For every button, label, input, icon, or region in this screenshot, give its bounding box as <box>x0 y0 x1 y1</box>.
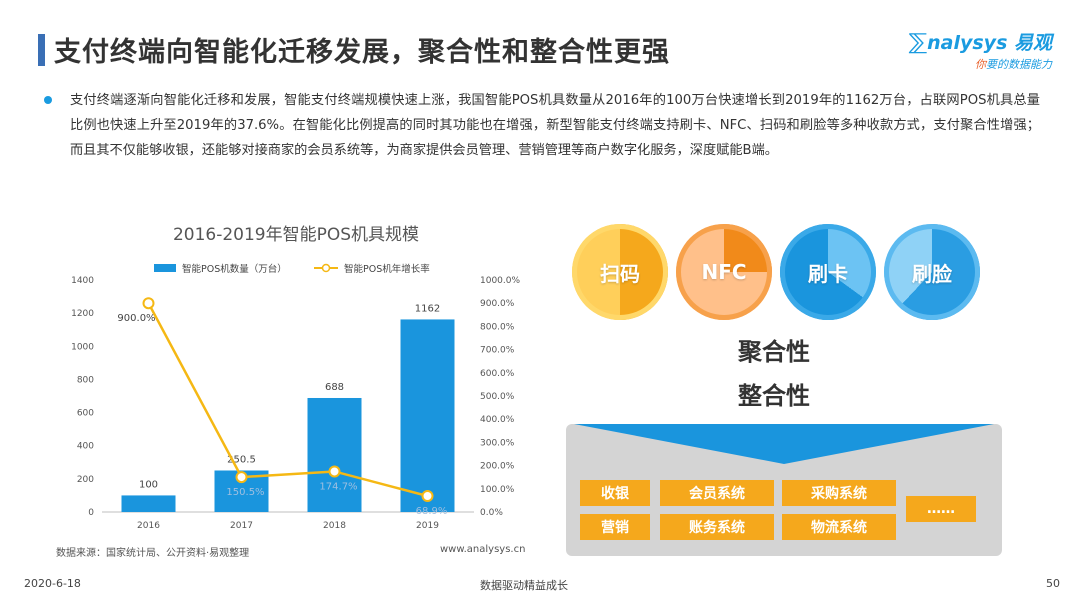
y-left-tick-label: 600 <box>77 409 94 419</box>
method-nfc-circle: NFC <box>676 224 772 320</box>
aggregation-label: 聚合性 <box>738 338 810 366</box>
growth-rate-label: 900.0% <box>117 313 155 324</box>
x-tick-label: 2019 <box>416 521 439 531</box>
y-right-tick-label: 1000.0% <box>480 276 520 286</box>
bar-value-label: 250.5 <box>227 454 256 465</box>
bar <box>400 319 455 512</box>
service-more: …… <box>906 496 976 522</box>
method-card-circle: 刷卡 <box>780 224 876 320</box>
pos-chart: 0 200 400 600 800 1000 1200 1400 0.0% 100.0% 200.0… <box>71 263 520 531</box>
y-right-tick-label: 600.0% <box>480 369 515 379</box>
legend-bar-label: 智能POS机数量（万台） <box>182 263 287 275</box>
bar-value-label: 100 <box>139 479 158 490</box>
y-left-tick-label: 0 <box>88 508 94 518</box>
y-right-tick-label: 700.0% <box>480 346 515 356</box>
service-marketing: 营销 <box>580 514 650 540</box>
y-left-tick-label: 200 <box>77 475 94 485</box>
method-nfc-label: NFC <box>701 260 747 284</box>
logo-sub-a: 你 <box>975 58 986 71</box>
chart-site: www.analysys.cn <box>440 544 526 555</box>
chart-source: 数据来源：国家统计局、公开资料·易观整理 <box>56 548 250 559</box>
footer-date: 2020-6-18 <box>24 577 81 590</box>
chart-title: 2016-2019年智能POS机具规模 <box>172 225 420 245</box>
service-purchase-system: 采购系统 <box>782 480 896 506</box>
body-paragraph: 支付终端逐渐向智能化迁移和发展，智能支付终端规模快速上涨，我国智能POS机具数量… <box>70 93 1040 158</box>
x-tick-label: 2017 <box>230 521 253 531</box>
y-left-tick-label: 1200 <box>71 309 94 319</box>
growth-rate-label: 150.5% <box>226 487 264 498</box>
method-face-label: 刷脸 <box>912 261 952 286</box>
logo-sub-b: 要的数据能力 <box>986 58 1052 71</box>
y-left-tick-label: 1000 <box>71 342 94 352</box>
method-scan-circle: 扫码 <box>572 224 668 320</box>
method-card-label: 刷卡 <box>808 261 848 286</box>
y-right-tick-label: 0.0% <box>480 508 503 518</box>
growth-rate-point <box>328 465 341 478</box>
bar <box>121 495 176 512</box>
growth-rate-point <box>421 490 434 503</box>
page-number: 50 <box>1046 577 1060 590</box>
legend-bar-swatch <box>154 264 176 272</box>
footer-slogan: 数据驱动精益成长 <box>480 579 568 592</box>
logo-main-text: nalysys 易观 <box>927 32 1052 54</box>
growth-rate-line <box>147 302 428 498</box>
service-member-system: 会员系统 <box>660 480 774 506</box>
legend-line-marker <box>321 263 331 273</box>
legend-line-label: 智能POS机年增长率 <box>344 263 430 275</box>
service-accounting-system: 账务系统 <box>660 514 774 540</box>
bullet-icon <box>44 96 52 104</box>
x-tick-label: 2016 <box>137 521 160 531</box>
y-left-tick-label: 1400 <box>71 276 94 286</box>
method-face-circle: 刷脸 <box>884 224 980 320</box>
growth-rate-label: 174.7% <box>319 481 357 492</box>
y-right-tick-label: 200.0% <box>480 462 515 472</box>
bar-value-label: 688 <box>325 382 344 393</box>
y-right-tick-label: 500.0% <box>480 392 515 402</box>
y-left-tick-label: 400 <box>77 442 94 452</box>
y-right-tick-label: 800.0% <box>480 322 515 332</box>
growth-rate-point <box>142 297 155 310</box>
y-right-tick-label: 900.0% <box>480 299 515 309</box>
service-cashier: 收银 <box>580 480 650 506</box>
growth-rate-point <box>235 471 248 484</box>
integration-label: 整合性 <box>738 382 810 410</box>
analysys-logo: ⅀nalysys 易观 你要的数据能力 <box>908 30 1052 71</box>
x-tick-label: 2018 <box>323 521 346 531</box>
growth-rate-label: 68.9% <box>416 506 448 517</box>
page-title: 支付终端向智能化迁移发展，聚合性和整合性更强 <box>54 37 670 68</box>
method-scan-label: 扫码 <box>600 261 640 286</box>
title-accent-bar <box>38 34 45 66</box>
bar-value-label: 1162 <box>415 303 440 314</box>
y-right-tick-label: 400.0% <box>480 415 515 425</box>
y-right-tick-label: 300.0% <box>480 438 515 448</box>
y-right-tick-label: 100.0% <box>480 485 515 495</box>
y-left-tick-label: 800 <box>77 375 94 385</box>
service-logistics-system: 物流系统 <box>782 514 896 540</box>
bar <box>307 397 362 512</box>
funnel-arrow <box>574 424 994 464</box>
